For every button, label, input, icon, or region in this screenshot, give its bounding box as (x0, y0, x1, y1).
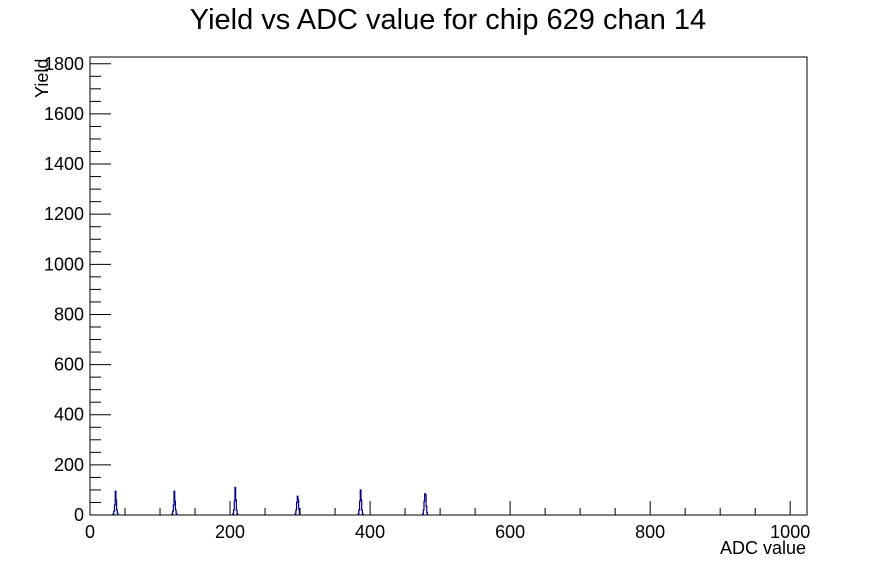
y-tick-label: 1200 (44, 204, 84, 224)
x-tick-label: 600 (495, 522, 525, 542)
x-axis: 0 200 400 600 800 1000 (85, 501, 810, 542)
y-tick-label: 1800 (44, 54, 84, 74)
plot-frame (89, 56, 808, 516)
histogram-line (112, 486, 429, 515)
y-tick-label: 1000 (44, 254, 84, 274)
y-tick-label: 600 (54, 355, 84, 375)
y-tick-label: 400 (54, 405, 84, 425)
y-tick-label: 200 (54, 455, 84, 475)
x-tick-label: 1000 (770, 522, 810, 542)
x-tick-label: 800 (635, 522, 665, 542)
x-axis-label: ADC value (720, 538, 806, 558)
y-tick-label: 1600 (44, 104, 84, 124)
y-axis: 0 200 400 600 800 1000 1200 1400 1600 1800 (44, 54, 111, 525)
x-tick-label: 400 (355, 522, 385, 542)
y-tick-label: 1400 (44, 154, 84, 174)
y-tick-label: 800 (54, 304, 84, 324)
x-tick-label: 0 (85, 522, 95, 542)
chart-title: Yield vs ADC value for chip 629 chan 14 (190, 4, 706, 36)
y-axis-label: Yield (32, 59, 52, 98)
x-tick-label: 200 (215, 522, 245, 542)
y-tick-label: 0 (74, 505, 84, 525)
